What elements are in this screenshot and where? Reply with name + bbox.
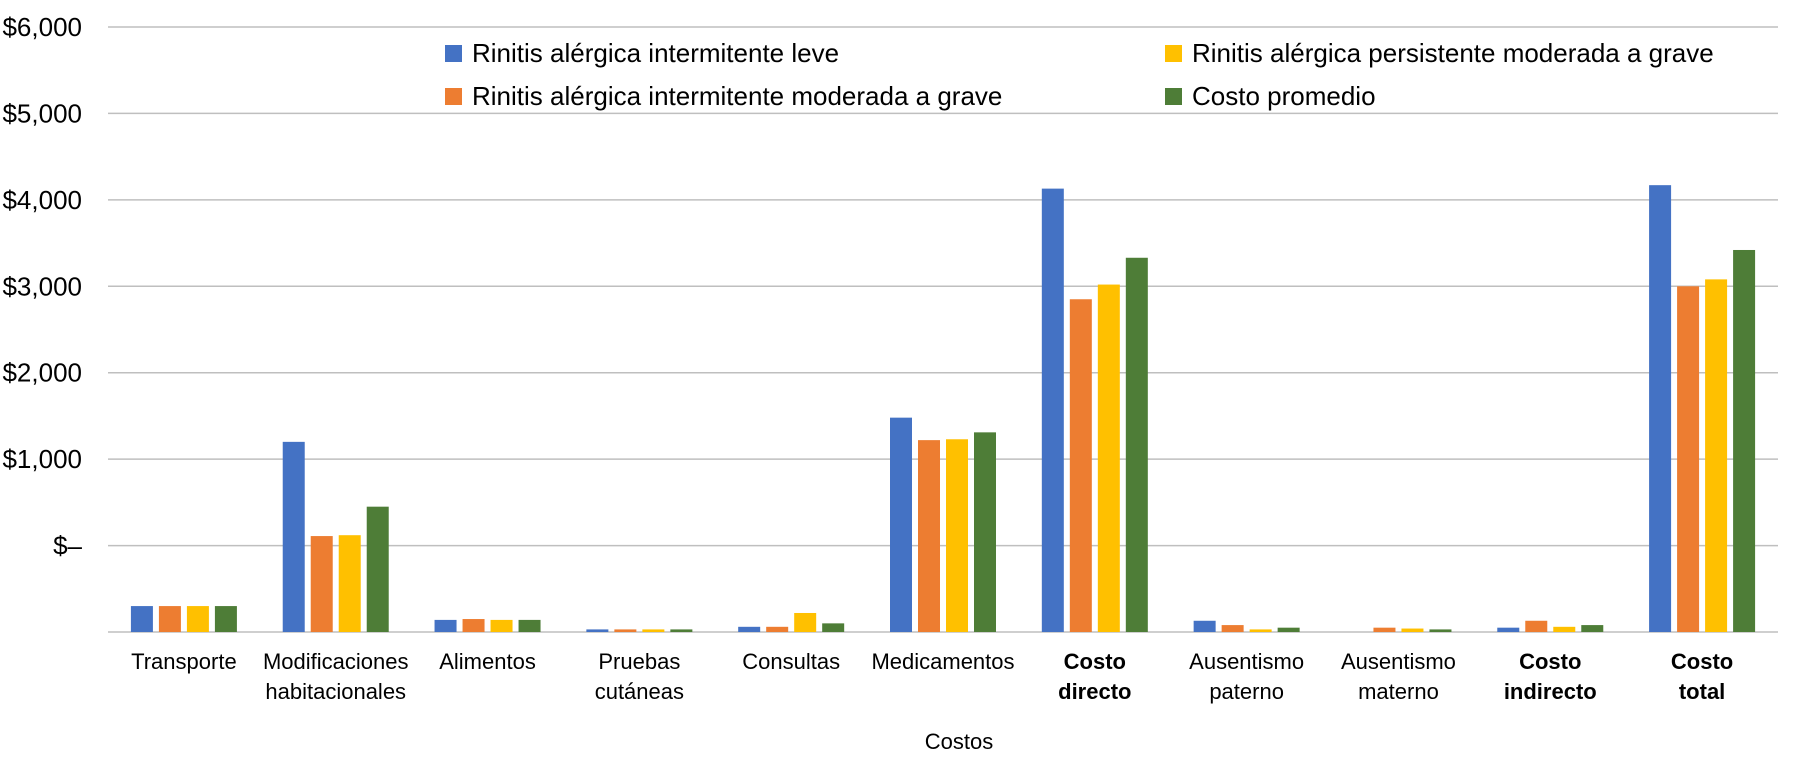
bar [1221, 625, 1244, 632]
bar [794, 612, 817, 632]
bar [1249, 629, 1272, 632]
x-axis-title: Costos [925, 729, 993, 754]
bar [282, 441, 305, 632]
bar [1733, 249, 1756, 632]
bar [186, 606, 209, 632]
legend-label: Rinitis alérgica intermitente moderada a… [472, 81, 1002, 111]
bar [1373, 627, 1396, 632]
bar [1677, 286, 1700, 632]
bar [614, 629, 637, 632]
x-tick-label: Ausentismo materno [1341, 649, 1456, 704]
legend-label: Rinitis alérgica intermitente leve [472, 38, 839, 68]
bar [1553, 626, 1576, 632]
bar [518, 619, 541, 632]
bar [1193, 620, 1216, 632]
bar [586, 629, 609, 632]
bars [130, 185, 1756, 632]
bar [1581, 625, 1604, 632]
bar [946, 439, 968, 632]
y-tick-label: $5,000 [2, 98, 82, 128]
legend-swatch [1165, 88, 1182, 105]
x-tick-label: Alimentos [439, 649, 536, 674]
bar [1277, 627, 1300, 632]
bar [1401, 628, 1424, 632]
bar [974, 432, 996, 632]
x-tick-label: Medicamentos [871, 649, 1014, 674]
bar [738, 626, 761, 632]
bar [1125, 257, 1148, 632]
legend-label: Rinitis alérgica persistente moderada a … [1192, 38, 1714, 68]
x-tick-label: Costo directo [1058, 649, 1131, 704]
bar [1705, 279, 1728, 632]
x-tick-label: Ausentismo paterno [1189, 649, 1304, 704]
bar [1497, 627, 1520, 632]
bar [462, 619, 485, 632]
bar [1525, 620, 1548, 632]
bar [434, 619, 457, 632]
y-axis-ticks: $– $1,000 $2,000 $3,000 $4,000 $5,000 $6,000 [2, 12, 82, 561]
legend-swatch [445, 88, 462, 105]
y-tick-label: $6,000 [2, 12, 82, 42]
bar [766, 626, 789, 632]
bar [214, 606, 237, 632]
bar [158, 606, 181, 632]
bar [366, 506, 389, 632]
y-tick-label: $– [53, 531, 82, 561]
legend: Rinitis alérgica intermitente leve Riniti… [445, 38, 1714, 111]
x-tick-label: Transporte [131, 649, 237, 674]
legend-label: Costo promedio [1192, 81, 1376, 111]
y-tick-label: $3,000 [2, 271, 82, 301]
bar [670, 629, 693, 632]
x-tick-label: Costo indirecto [1504, 649, 1597, 704]
legend-swatch [445, 45, 462, 62]
bar [1649, 185, 1672, 632]
x-tick-label: Costo total [1671, 649, 1733, 704]
y-tick-label: $2,000 [2, 358, 82, 388]
x-tick-label: Pruebas cutáneas [595, 649, 684, 704]
y-tick-label: $1,000 [2, 444, 82, 474]
bar [1069, 299, 1092, 632]
x-tick-label: Consultas [742, 649, 840, 674]
legend-swatch [1165, 45, 1182, 62]
bar [1097, 284, 1120, 632]
x-tick-label: Modificaciones habitacionales [263, 649, 409, 704]
bar [1429, 629, 1452, 632]
bar [918, 440, 940, 632]
gridlines [108, 26, 1778, 633]
bar [310, 536, 333, 632]
bar [1041, 188, 1064, 632]
x-axis-ticks: Transporte Modificaciones habitacionales Al… [131, 649, 1733, 704]
bar [338, 535, 361, 632]
bar [490, 619, 513, 632]
bar [642, 629, 665, 632]
bar [822, 623, 845, 632]
bar [130, 606, 153, 632]
bar [890, 417, 912, 632]
y-tick-label: $4,000 [2, 185, 82, 215]
